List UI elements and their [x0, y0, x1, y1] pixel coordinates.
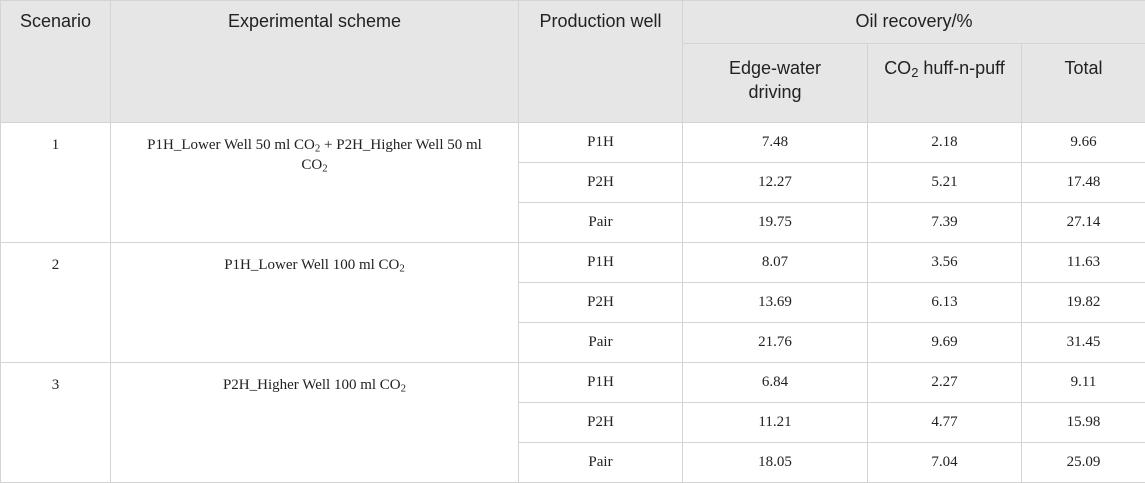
table-header: Scenario Experimental scheme Production …: [1, 1, 1145, 123]
production-well-cell: P2H: [519, 163, 683, 203]
huff-n-puff-cell: 5.21: [868, 163, 1022, 203]
total-cell: 31.45: [1022, 323, 1145, 363]
header-huff-rest: huff-n-puff: [918, 58, 1004, 78]
header-co2-huff-n-puff: CO2 huff-n-puff: [868, 44, 1022, 123]
total-cell: 9.11: [1022, 363, 1145, 403]
header-row-top: Scenario Experimental scheme Production …: [1, 1, 1145, 44]
header-edge-water-label: Edge-water driving: [720, 56, 830, 104]
production-well-cell: Pair: [519, 323, 683, 363]
scheme-cell: P2H_Higher Well 100 ml CO2: [111, 363, 519, 483]
header-total: Total: [1022, 44, 1145, 123]
scheme-subscript: 2: [401, 383, 406, 395]
scheme-text-part: P1H_Lower Well 50 ml CO: [147, 137, 315, 153]
total-cell: 15.98: [1022, 403, 1145, 443]
scheme-cell: P1H_Lower Well 50 ml CO 2 + P2H_Higher We…: [111, 123, 519, 243]
header-huff-wrap: CO2 huff-n-puff: [880, 56, 1010, 80]
header-production-well: Production well: [519, 1, 683, 123]
edge-water-cell: 6.84: [683, 363, 868, 403]
header-edge-water-driving: Edge-water driving: [683, 44, 868, 123]
production-well-cell: P1H: [519, 243, 683, 283]
huff-n-puff-cell: 4.77: [868, 403, 1022, 443]
scheme-subscript: 2: [322, 163, 327, 175]
production-well-cell: P2H: [519, 403, 683, 443]
total-cell: 27.14: [1022, 203, 1145, 243]
huff-n-puff-cell: 2.18: [868, 123, 1022, 163]
huff-n-puff-cell: 7.04: [868, 443, 1022, 483]
scenario-cell: 1: [1, 123, 111, 243]
header-oil-recovery: Oil recovery/%: [683, 1, 1145, 44]
production-well-cell: P2H: [519, 283, 683, 323]
header-huff-co: CO: [884, 58, 911, 78]
production-well-cell: Pair: [519, 203, 683, 243]
huff-n-puff-cell: 3.56: [868, 243, 1022, 283]
scheme-subscript: 2: [399, 263, 404, 275]
scheme-text-part: + P2H_Higher Well 50 ml CO: [301, 137, 481, 173]
huff-n-puff-cell: 6.13: [868, 283, 1022, 323]
huff-n-puff-cell: 7.39: [868, 203, 1022, 243]
scheme-cell: P1H_Lower Well 100 ml CO2: [111, 243, 519, 363]
edge-water-cell: 8.07: [683, 243, 868, 283]
total-cell: 19.82: [1022, 283, 1145, 323]
table-body: 1 P1H_Lower Well 50 ml CO 2 + P2H_Higher W…: [1, 123, 1145, 483]
edge-water-cell: 11.21: [683, 403, 868, 443]
production-well-cell: P1H: [519, 123, 683, 163]
edge-water-cell: 7.48: [683, 123, 868, 163]
header-experimental-scheme: Experimental scheme: [111, 1, 519, 123]
huff-n-puff-cell: 2.27: [868, 363, 1022, 403]
total-cell: 11.63: [1022, 243, 1145, 283]
scenario-cell: 2: [1, 243, 111, 363]
edge-water-cell: 18.05: [683, 443, 868, 483]
edge-water-cell: 21.76: [683, 323, 868, 363]
scheme-text-part: P2H_Higher Well 100 ml CO: [223, 377, 401, 393]
total-cell: 9.66: [1022, 123, 1145, 163]
production-well-cell: P1H: [519, 363, 683, 403]
scheme-text: P1H_Lower Well 50 ml CO 2 + P2H_Higher We…: [140, 135, 490, 175]
edge-water-cell: 13.69: [683, 283, 868, 323]
header-scenario: Scenario: [1, 1, 111, 123]
total-cell: 17.48: [1022, 163, 1145, 203]
edge-water-cell: 12.27: [683, 163, 868, 203]
scheme-text: P2H_Higher Well 100 ml CO2: [125, 375, 505, 395]
production-well-cell: Pair: [519, 443, 683, 483]
scheme-text: P1H_Lower Well 100 ml CO2: [125, 255, 505, 275]
edge-water-cell: 19.75: [683, 203, 868, 243]
scheme-text-part: P1H_Lower Well 100 ml CO: [224, 257, 399, 273]
scenario-cell: 3: [1, 363, 111, 483]
huff-n-puff-cell: 9.69: [868, 323, 1022, 363]
total-cell: 25.09: [1022, 443, 1145, 483]
